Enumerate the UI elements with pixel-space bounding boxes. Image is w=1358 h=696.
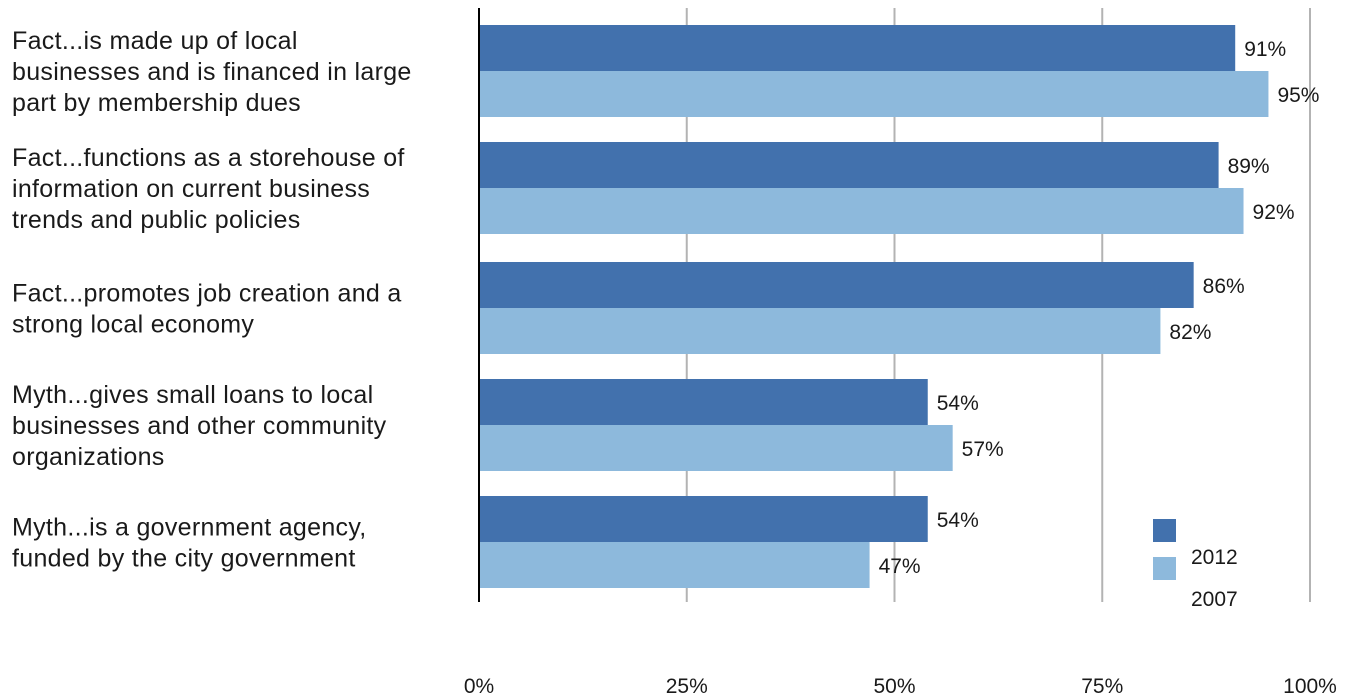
value-label-2012-4: 54% bbox=[937, 392, 979, 415]
legend-label-2007: 2007 bbox=[1191, 588, 1238, 611]
category-label-line: information on current business bbox=[12, 175, 370, 203]
value-label-2012-5: 54% bbox=[937, 509, 979, 532]
category-label-line: Myth...gives small loans to local bbox=[12, 381, 373, 409]
category-label-line: trends and public policies bbox=[12, 206, 301, 234]
x-tick-label-75: 75% bbox=[1081, 675, 1123, 696]
bar-2007-2 bbox=[479, 188, 1244, 234]
category-label-line: businesses and is financed in large bbox=[12, 58, 412, 86]
category-label-3: Fact...promotes job creation and a strong… bbox=[12, 280, 402, 339]
category-label-5: Myth...is a government agency, funded by … bbox=[12, 514, 367, 573]
bar-2012-2 bbox=[479, 142, 1219, 188]
bar-2007-5 bbox=[479, 542, 870, 588]
bar-2007-3 bbox=[479, 308, 1161, 354]
category-label-line: Myth...is a government agency, bbox=[12, 514, 367, 542]
category-label-line: part by membership dues bbox=[12, 89, 301, 117]
category-labels: Fact...is made up of local businesses and… bbox=[12, 27, 412, 573]
value-label-2007-2: 92% bbox=[1253, 201, 1295, 224]
bars bbox=[479, 25, 1269, 588]
bar-2012-5 bbox=[479, 496, 928, 542]
category-label-line: strong local economy bbox=[12, 311, 254, 339]
x-tick-label-0: 0% bbox=[464, 675, 494, 696]
category-label-line: Fact...promotes job creation and a bbox=[12, 280, 402, 308]
value-label-2012-3: 86% bbox=[1203, 275, 1245, 298]
value-label-2007-3: 82% bbox=[1169, 321, 1211, 344]
category-label-line: businesses and other community bbox=[12, 412, 387, 440]
category-label-line: Fact...is made up of local bbox=[12, 27, 298, 55]
category-label-line: Fact...functions as a storehouse of bbox=[12, 144, 405, 172]
category-label-2: Fact...functions as a storehouse of infor… bbox=[12, 144, 405, 234]
value-label-2007-5: 47% bbox=[879, 555, 921, 578]
legend-label-2012: 2012 bbox=[1191, 546, 1238, 569]
category-label-4: Myth...gives small loans to local busines… bbox=[12, 381, 387, 471]
bar-2012-1 bbox=[479, 25, 1236, 71]
bar-2012-4 bbox=[479, 379, 928, 425]
x-tick-labels: 0% 25% 50% 75% 100% bbox=[464, 675, 1337, 696]
category-label-line: funded by the city government bbox=[12, 545, 356, 573]
value-label-2012-1: 91% bbox=[1244, 38, 1286, 61]
bar-2007-1 bbox=[479, 71, 1269, 117]
legend-swatch-2012 bbox=[1153, 519, 1176, 542]
x-tick-label-100: 100% bbox=[1283, 675, 1337, 696]
category-label-line: organizations bbox=[12, 443, 165, 471]
value-label-2012-2: 89% bbox=[1228, 155, 1270, 178]
x-tick-label-25: 25% bbox=[666, 675, 708, 696]
x-tick-label-50: 50% bbox=[873, 675, 915, 696]
bar-2007-4 bbox=[479, 425, 953, 471]
value-label-2007-4: 57% bbox=[962, 438, 1004, 461]
value-label-2007-1: 95% bbox=[1277, 84, 1319, 107]
category-label-1: Fact...is made up of local businesses and… bbox=[12, 27, 412, 117]
bar-2012-3 bbox=[479, 262, 1194, 308]
legend-swatch-2007 bbox=[1153, 557, 1176, 580]
legend: 2012 2007 bbox=[1153, 519, 1238, 611]
value-labels: 91% 89% 86% 54% 54% 95% 92% 82% 57% 47% bbox=[879, 38, 1320, 578]
